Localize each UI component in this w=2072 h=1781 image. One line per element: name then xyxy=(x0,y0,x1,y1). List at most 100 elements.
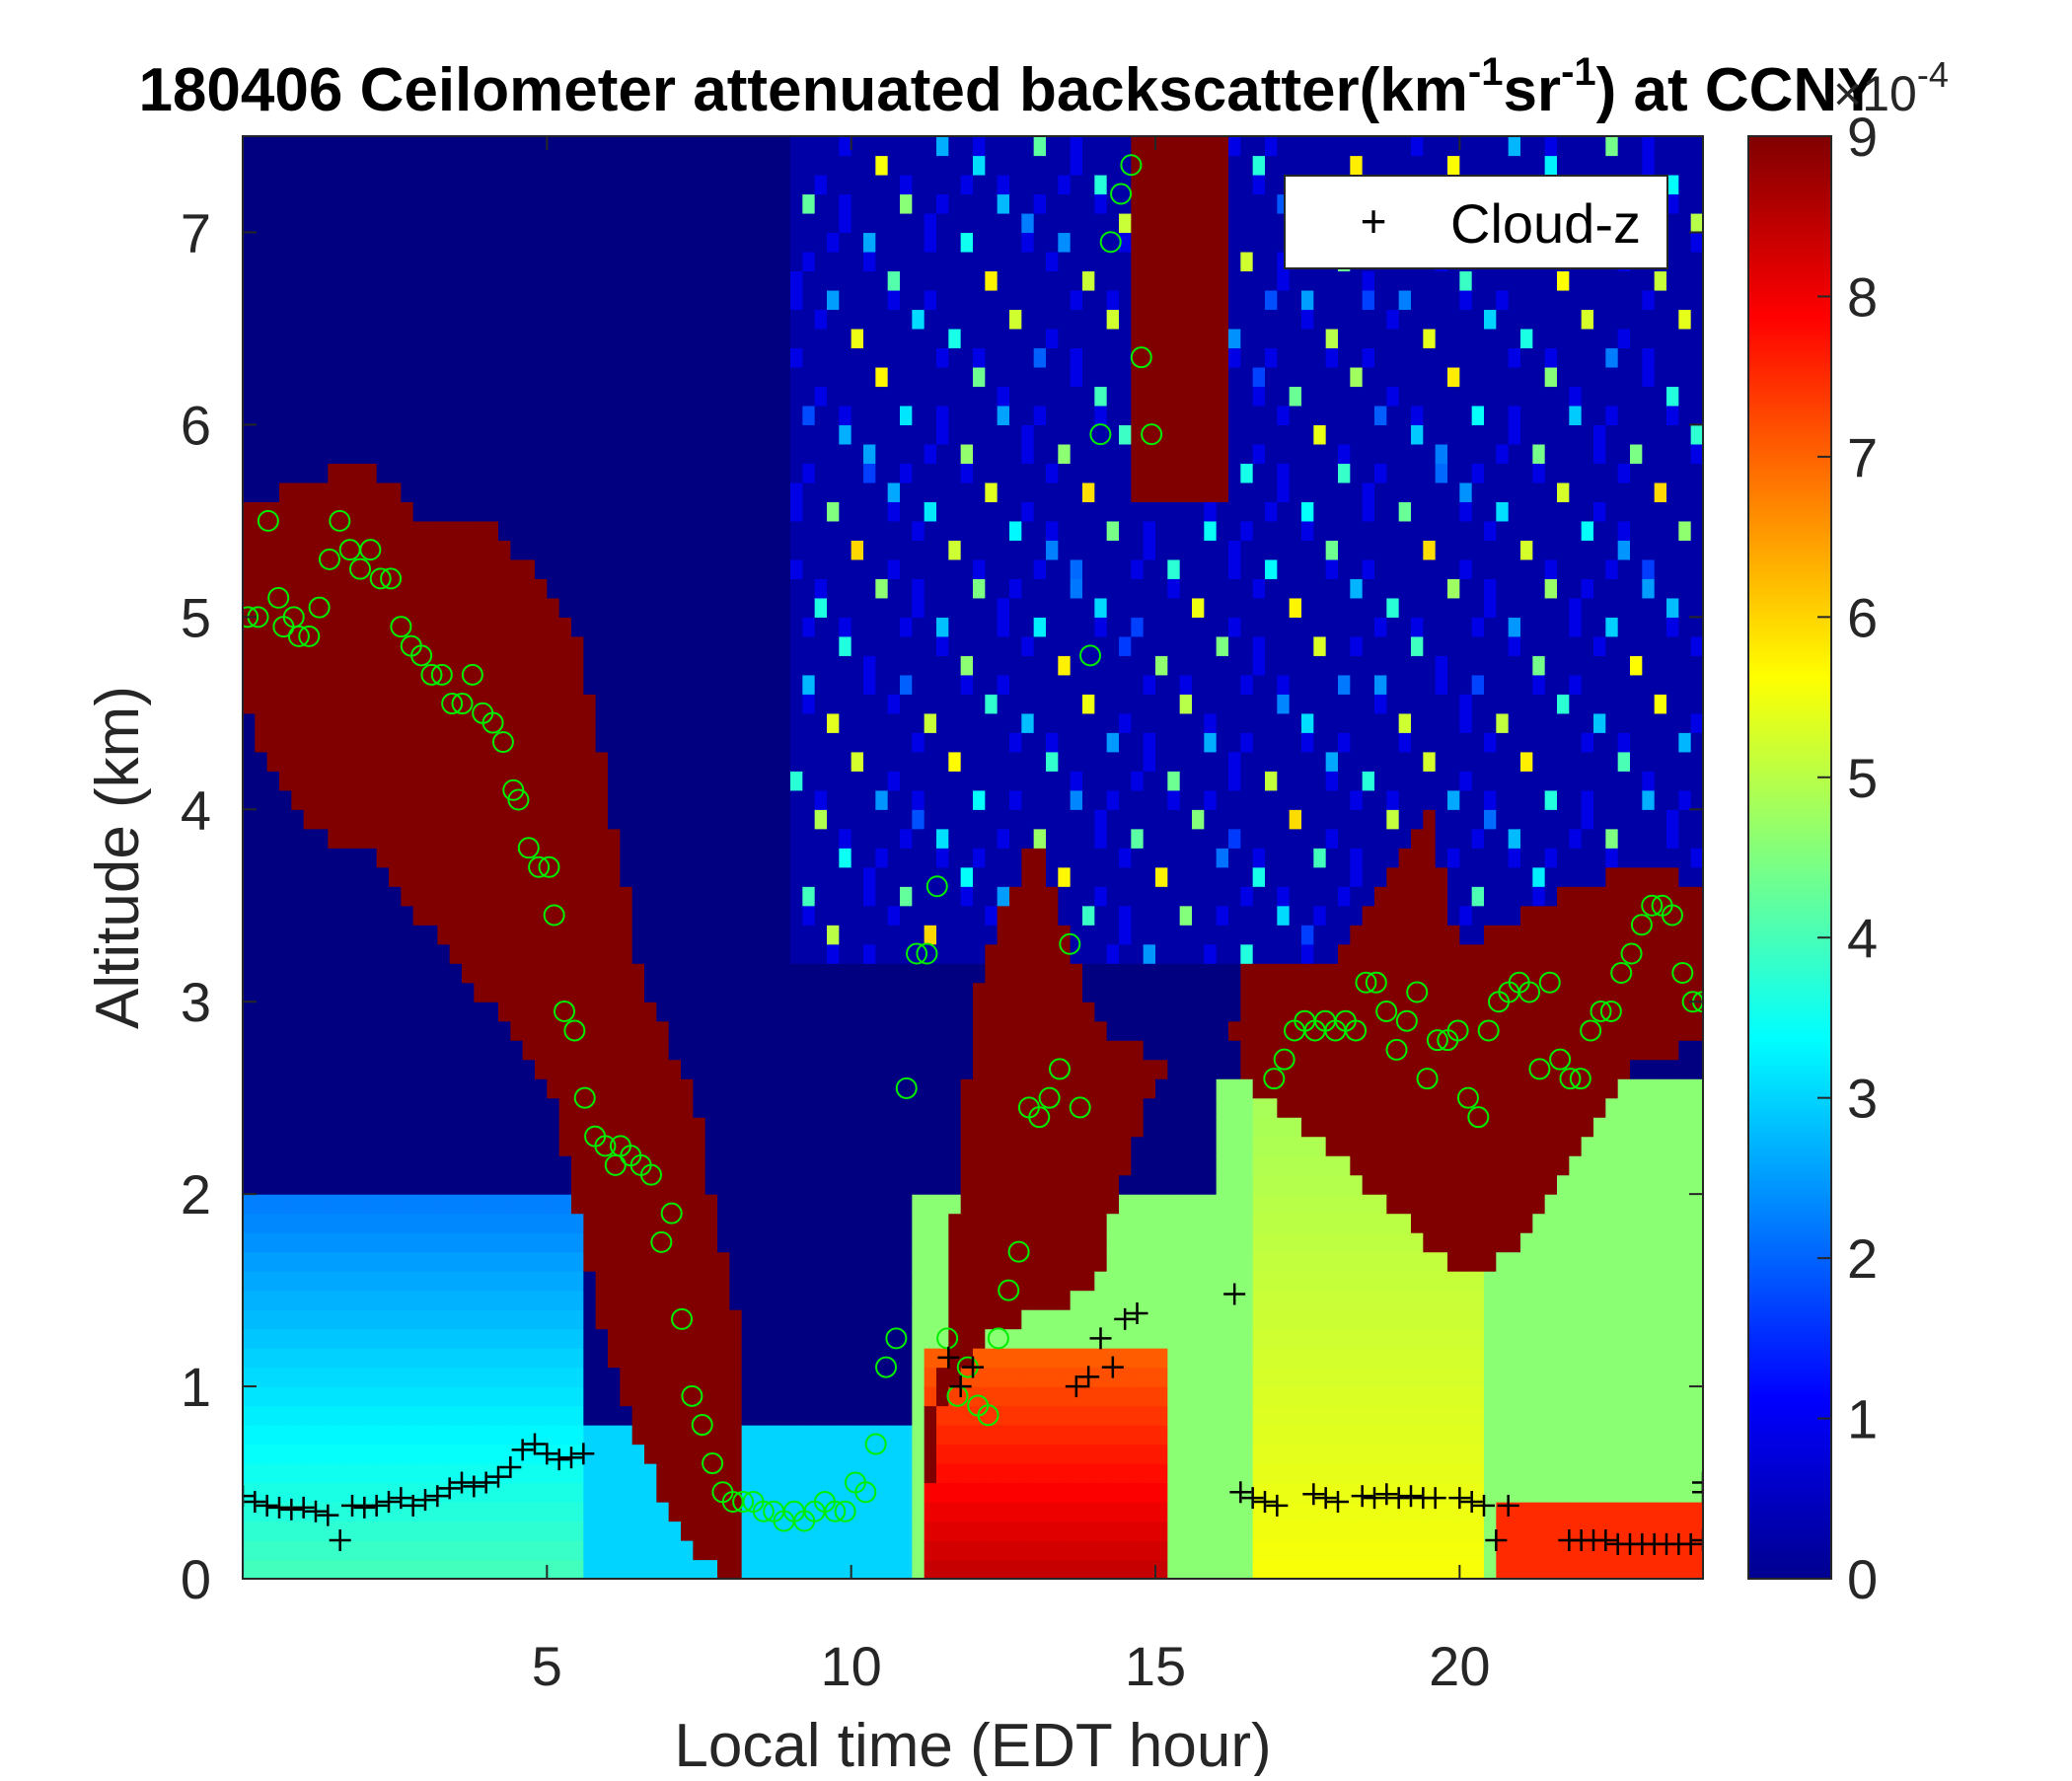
heatmap-cell xyxy=(777,1328,791,1349)
heatmap-cell xyxy=(681,1290,694,1310)
heatmap-cell xyxy=(1033,136,1047,157)
heatmap-cell xyxy=(522,694,536,714)
heatmap-cell xyxy=(644,424,657,445)
heatmap-cell xyxy=(583,848,597,868)
heatmap-cell xyxy=(522,1194,536,1215)
heatmap-cell xyxy=(704,1059,718,1079)
heatmap-cell xyxy=(1021,193,1035,214)
heatmap-cell xyxy=(681,617,694,637)
heatmap-cell xyxy=(279,1194,292,1215)
heatmap-cell xyxy=(571,1540,584,1561)
heatmap-cell xyxy=(291,366,305,388)
heatmap-cell xyxy=(704,866,718,887)
heatmap-cell xyxy=(558,558,572,579)
heatmap-cell xyxy=(1046,943,1059,964)
heatmap-cell xyxy=(437,1040,451,1061)
heatmap-cell xyxy=(389,405,402,425)
heatmap-cell xyxy=(802,597,816,618)
heatmap-cell xyxy=(339,886,353,907)
heatmap-cell xyxy=(535,289,548,311)
heatmap-cell xyxy=(827,309,840,330)
heatmap-cell xyxy=(863,1271,876,1292)
heatmap-cell xyxy=(777,1097,791,1118)
heatmap-cell xyxy=(766,1290,779,1310)
heatmap-cell xyxy=(449,732,463,753)
heatmap-cell xyxy=(266,1020,280,1041)
heatmap-cell xyxy=(352,1367,365,1387)
heatmap-cell xyxy=(352,289,365,311)
heatmap-cell xyxy=(1033,501,1047,522)
heatmap-cell xyxy=(583,1002,597,1022)
heatmap-cell xyxy=(291,963,305,984)
heatmap-cell xyxy=(656,520,670,541)
heatmap-cell xyxy=(266,174,280,195)
heatmap-cell xyxy=(814,1540,828,1561)
heatmap-cell xyxy=(412,174,426,195)
heatmap-cell xyxy=(620,982,633,1002)
heatmap-cell xyxy=(973,694,986,714)
heatmap-cell xyxy=(510,578,524,599)
heatmap-cell xyxy=(948,212,962,234)
heatmap-cell xyxy=(1046,963,1059,984)
heatmap-cell xyxy=(401,1251,414,1272)
heatmap-cell xyxy=(608,1405,621,1426)
heatmap-cell xyxy=(339,1348,353,1369)
heatmap-cell xyxy=(741,597,755,618)
heatmap-cell xyxy=(1033,712,1047,733)
heatmap-cell xyxy=(802,1078,816,1099)
heatmap-cell xyxy=(255,232,268,253)
heatmap-cell xyxy=(535,540,548,560)
heatmap-cell xyxy=(656,1059,670,1079)
heatmap-cell xyxy=(875,540,889,560)
heatmap-cell xyxy=(656,540,670,560)
heatmap-cell xyxy=(766,1232,779,1253)
heatmap-cell xyxy=(425,635,438,656)
heatmap-cell xyxy=(291,1174,305,1195)
heatmap-cell xyxy=(558,809,572,830)
heatmap-cell xyxy=(960,1251,974,1272)
heatmap-cell xyxy=(960,501,974,522)
heatmap-cell xyxy=(656,386,670,407)
heatmap-cell xyxy=(912,1463,925,1484)
heatmap-cell xyxy=(631,1328,645,1349)
heatmap-cell xyxy=(583,1367,597,1387)
heatmap-cell xyxy=(693,386,706,407)
heatmap-cell xyxy=(729,1521,743,1541)
heatmap-cell xyxy=(729,1540,743,1561)
heatmap-cell xyxy=(522,578,536,599)
heatmap-cell xyxy=(887,174,901,195)
heatmap-cell xyxy=(644,828,657,849)
heatmap-cell xyxy=(814,886,828,907)
heatmap-cell xyxy=(827,540,840,560)
heatmap-cell xyxy=(352,1213,365,1233)
heatmap-cell xyxy=(912,501,925,522)
heatmap-cell xyxy=(997,1348,1010,1369)
heatmap-cell xyxy=(802,1155,816,1176)
heatmap-cell xyxy=(571,1213,584,1233)
heatmap-cell xyxy=(474,1251,487,1272)
heatmap-cell xyxy=(243,1386,256,1407)
heatmap-cell xyxy=(948,1078,962,1099)
heatmap-cell xyxy=(717,1136,730,1156)
heatmap-cell xyxy=(802,347,816,368)
heatmap-cell xyxy=(863,809,876,830)
heatmap-cell xyxy=(279,1463,292,1484)
heatmap-cell xyxy=(255,558,268,579)
heatmap-cell xyxy=(243,1040,256,1061)
heatmap-cell xyxy=(802,866,816,887)
heatmap-cell xyxy=(802,309,816,330)
heatmap-cell xyxy=(1033,1290,1047,1310)
heatmap-cell xyxy=(510,1405,524,1426)
heatmap-cell xyxy=(851,866,864,887)
heatmap-cell xyxy=(485,712,499,733)
heatmap-cell xyxy=(412,828,426,849)
heatmap-cell xyxy=(339,1309,353,1330)
heatmap-cell xyxy=(279,655,292,676)
heatmap-cell xyxy=(547,424,560,445)
heatmap-cell xyxy=(558,925,572,945)
heatmap-cell xyxy=(558,1078,572,1099)
heatmap-cell xyxy=(620,848,633,868)
heatmap-cell xyxy=(741,463,755,483)
heatmap-cell xyxy=(535,1213,548,1233)
heatmap-cell xyxy=(936,1232,949,1253)
